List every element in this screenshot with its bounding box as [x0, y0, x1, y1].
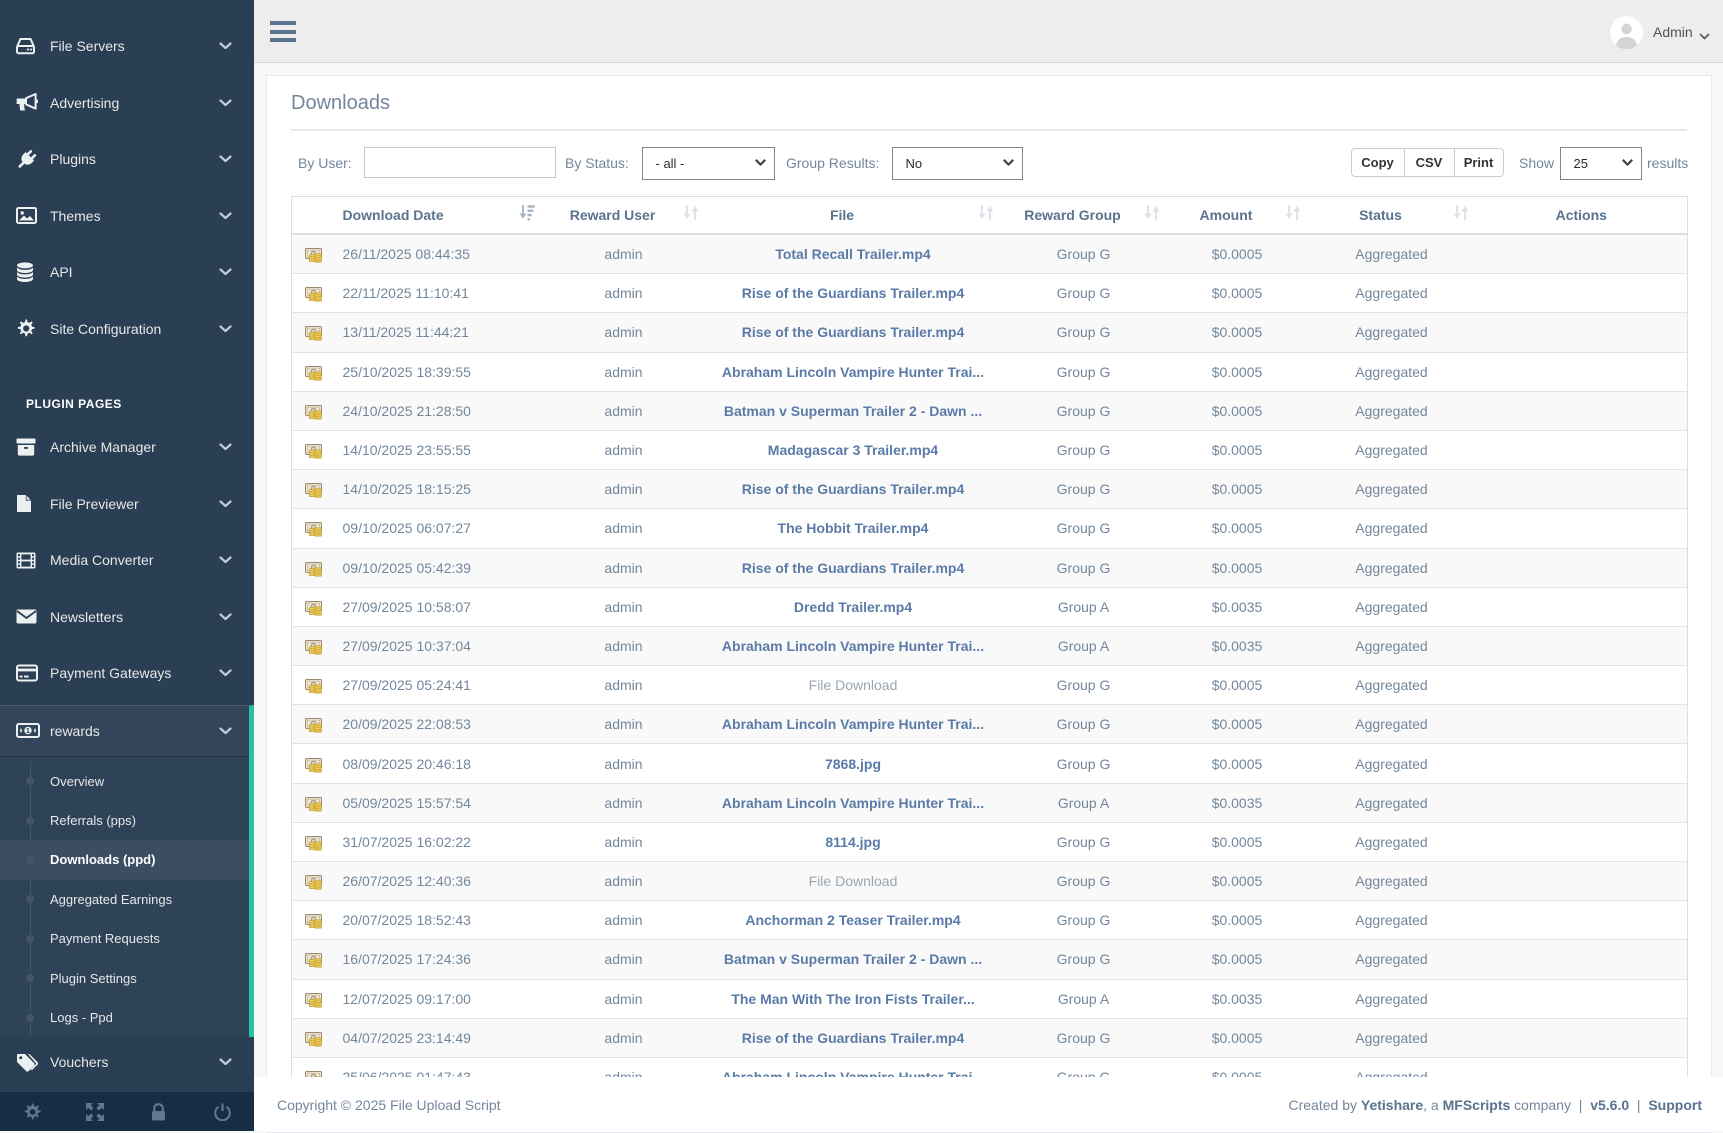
svg-text:1: 1 — [26, 726, 30, 735]
